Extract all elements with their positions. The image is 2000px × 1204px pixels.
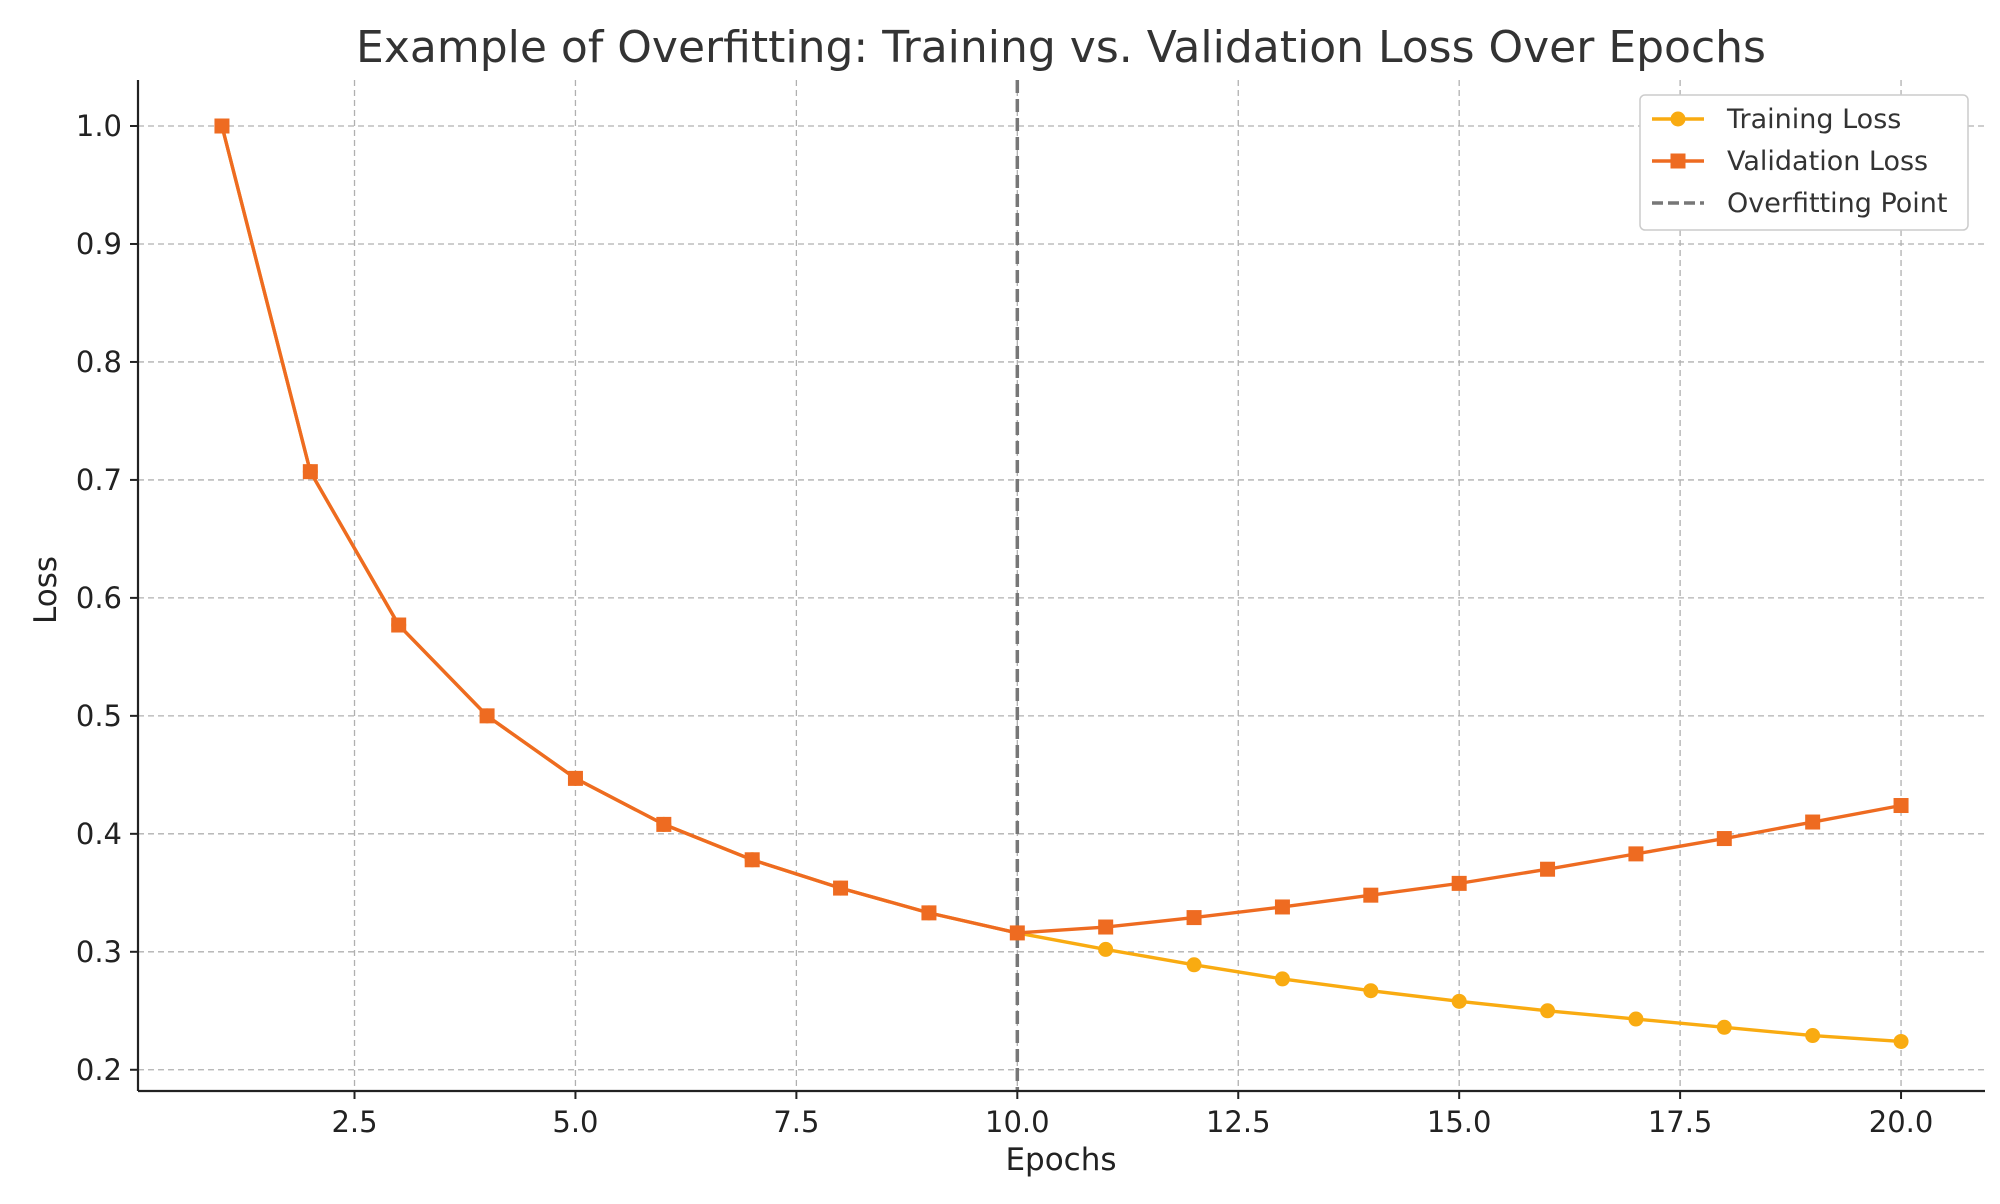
y-tick-label: 0.7 [76, 463, 122, 497]
y-tick-label: 0.2 [76, 1053, 122, 1087]
y-tick-label: 0.8 [76, 345, 122, 379]
training-loss-point [1098, 941, 1114, 957]
validation-loss-point [1716, 831, 1732, 847]
legend-swatch-marker [1670, 153, 1686, 169]
x-tick-label: 15.0 [1427, 1105, 1492, 1139]
legend-item-validation-loss: Validation Loss [1652, 146, 1928, 177]
validation-loss-point [214, 118, 230, 134]
validation-loss-point [744, 852, 760, 868]
training-loss-point [1628, 1011, 1644, 1027]
validation-loss-point [1805, 814, 1821, 830]
legend-item-training-loss: Training Loss [1652, 104, 1901, 135]
x-tick-label: 5.0 [552, 1105, 598, 1139]
y-axis-label: Loss [28, 556, 64, 624]
training-loss-point [1451, 993, 1467, 1009]
validation-loss-point [1628, 846, 1644, 862]
validation-loss-point [1363, 887, 1379, 903]
axes [136, 80, 1985, 1093]
legend-swatch-marker [1670, 111, 1686, 127]
y-tick-label: 0.9 [76, 227, 122, 261]
x-tick-label: 2.5 [331, 1105, 377, 1139]
training-loss-series [214, 118, 1909, 1049]
training-loss-point [1716, 1019, 1732, 1035]
y-tick-label: 1.0 [76, 109, 122, 143]
training-loss-point [1893, 1033, 1909, 1049]
x-tick-label: 7.5 [773, 1105, 819, 1139]
x-axis-label: Epochs [1005, 1142, 1116, 1178]
x-tick-label: 20.0 [1869, 1105, 1934, 1139]
legend-label: Overfitting Point [1727, 188, 1948, 219]
training-loss-point [1274, 971, 1290, 987]
legend: Training Loss Validation Loss Overfitting … [1639, 94, 1969, 231]
training-loss-line [220, 125, 1902, 1044]
y-tick-label: 0.4 [76, 817, 122, 851]
validation-loss-point [1009, 925, 1025, 941]
training-loss-point [1805, 1028, 1821, 1044]
validation-loss-line [220, 125, 1902, 935]
validation-loss-series [214, 118, 1909, 941]
validation-loss-point [479, 708, 495, 724]
legend-label: Training Loss [1726, 104, 1901, 135]
y-tick-label: 0.6 [76, 581, 122, 615]
series-lines [214, 118, 1909, 1049]
training-loss-point [1540, 1003, 1556, 1019]
validation-loss-point [656, 816, 672, 832]
validation-loss-point [567, 770, 583, 786]
legend-item-overfitting-point: Overfitting Point [1652, 188, 1948, 219]
validation-loss-point [1893, 798, 1909, 814]
training-loss-point [1363, 983, 1379, 999]
training-loss-point [1186, 957, 1202, 973]
validation-loss-point [1540, 861, 1556, 877]
validation-loss-point [1186, 910, 1202, 926]
validation-loss-point [1274, 899, 1290, 915]
y-tick-label: 0.3 [76, 935, 122, 969]
legend-label: Validation Loss [1727, 146, 1928, 177]
x-tick-label: 17.5 [1648, 1105, 1713, 1139]
y-tick-label: 0.5 [76, 699, 122, 733]
legend-box [1639, 94, 1969, 231]
validation-loss-point [833, 880, 849, 896]
validation-loss-point [1098, 919, 1114, 935]
grid [138, 80, 1985, 1091]
validation-loss-point [391, 617, 407, 633]
x-tick-label: 10.0 [985, 1105, 1050, 1139]
tick-labels: 2.5 5.0 7.5 10.0 12.5 15.0 17.5 20.0 0.2 0.3 0.4 0.… [76, 109, 1933, 1139]
x-tick-label: 12.5 [1206, 1105, 1271, 1139]
chart-title: Example of Overfitting: Training vs. Val… [356, 22, 1766, 73]
validation-loss-point [921, 905, 937, 921]
validation-loss-point [302, 464, 318, 480]
validation-loss-point [1451, 875, 1467, 891]
